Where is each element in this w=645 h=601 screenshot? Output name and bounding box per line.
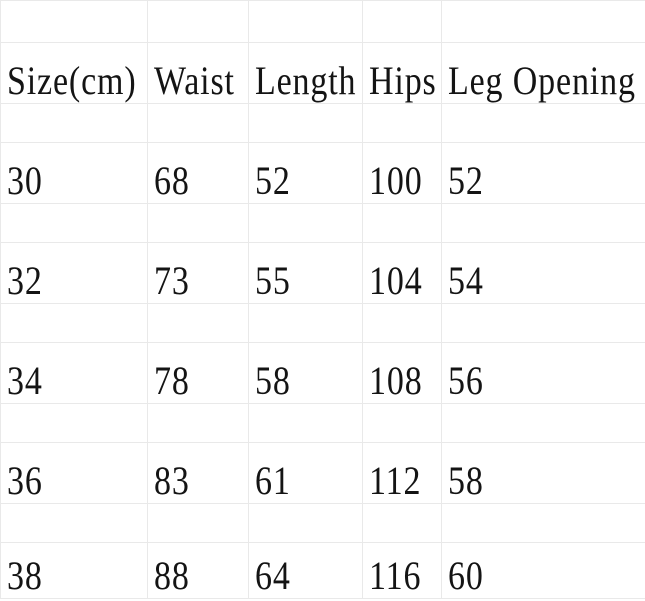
empty-cell: [248, 203, 362, 242]
empty-cell: [362, 503, 441, 542]
table-cell: 100: [362, 142, 441, 203]
empty-cell: [441, 0, 645, 42]
table-cell: 38: [0, 542, 147, 599]
table-cell: 68: [147, 142, 248, 203]
spacer-row: [0, 103, 645, 142]
empty-cell: [441, 203, 645, 242]
table-cell: 112: [362, 442, 441, 503]
table-cell: 55: [248, 242, 362, 303]
empty-cell: [0, 503, 147, 542]
empty-cell: [147, 103, 248, 142]
table-row-size-34: 34 78 58 108 56: [0, 342, 645, 403]
table-cell: 52: [441, 142, 645, 203]
column-header-size: Size(cm): [0, 42, 147, 103]
empty-cell: [0, 0, 147, 42]
table-cell: 60: [441, 542, 645, 599]
empty-cell: [441, 403, 645, 442]
spacer-row: [0, 303, 645, 342]
spacer-row: [0, 203, 645, 242]
empty-cell: [0, 403, 147, 442]
empty-cell: [362, 103, 441, 142]
table-row-size-38: 38 88 64 116 60: [0, 542, 645, 599]
empty-cell: [147, 503, 248, 542]
column-header-waist: Waist: [147, 42, 248, 103]
empty-cell: [0, 303, 147, 342]
column-header-length: Length: [248, 42, 362, 103]
empty-cell: [147, 0, 248, 42]
table-cell: 36: [0, 442, 147, 503]
spacer-row: [0, 403, 645, 442]
column-header-hips: Hips: [362, 42, 441, 103]
empty-cell: [0, 203, 147, 242]
empty-cell: [248, 103, 362, 142]
table-cell: 83: [147, 442, 248, 503]
table-cell: 116: [362, 542, 441, 599]
table-cell: 30: [0, 142, 147, 203]
empty-cell: [248, 403, 362, 442]
empty-cell: [147, 303, 248, 342]
table-row-size-36: 36 83 61 112 58: [0, 442, 645, 503]
empty-cell: [0, 103, 147, 142]
table-cell: 56: [441, 342, 645, 403]
empty-cell: [441, 103, 645, 142]
empty-cell: [248, 0, 362, 42]
table-cell: 88: [147, 542, 248, 599]
column-header-leg-opening: Leg Opening: [441, 42, 645, 103]
table-cell: 61: [248, 442, 362, 503]
spacer-row: [0, 503, 645, 542]
table-cell: 52: [248, 142, 362, 203]
table-cell: 104: [362, 242, 441, 303]
empty-cell: [362, 203, 441, 242]
table-cell: 58: [248, 342, 362, 403]
empty-cell: [441, 503, 645, 542]
table-cell: 58: [441, 442, 645, 503]
empty-cell: [147, 403, 248, 442]
table-cell: 78: [147, 342, 248, 403]
table-cell: 73: [147, 242, 248, 303]
table-cell: 64: [248, 542, 362, 599]
empty-cell: [147, 203, 248, 242]
table-cell: 108: [362, 342, 441, 403]
cropped-top-row: [0, 0, 645, 42]
table-cell: 34: [0, 342, 147, 403]
table-row-size-32: 32 73 55 104 54: [0, 242, 645, 303]
table-cell: 54: [441, 242, 645, 303]
empty-cell: [248, 303, 362, 342]
empty-cell: [248, 503, 362, 542]
empty-cell: [362, 0, 441, 42]
table-row-size-30: 30 68 52 100 52: [0, 142, 645, 203]
empty-cell: [362, 403, 441, 442]
header-row: Size(cm) Waist Length Hips Leg Opening: [0, 42, 645, 103]
empty-cell: [362, 303, 441, 342]
table-cell: 32: [0, 242, 147, 303]
empty-cell: [441, 303, 645, 342]
